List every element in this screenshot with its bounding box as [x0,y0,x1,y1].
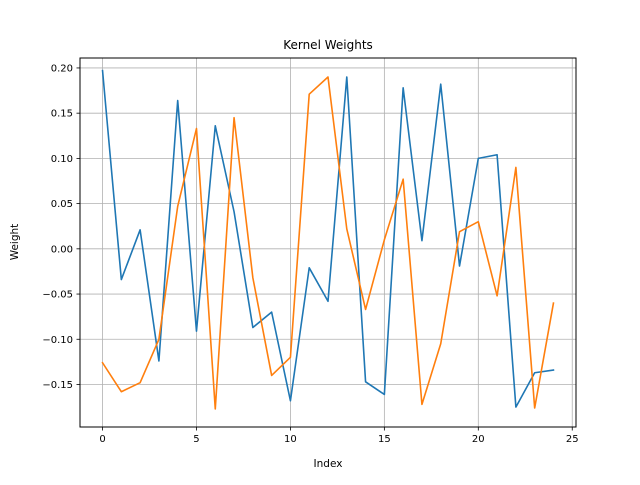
x-tick-label: 10 [284,434,297,445]
series-line-1 [101,69,555,408]
y-axis-label: Weight [9,224,21,261]
y-tick-label: −0.05 [42,290,73,301]
chart-title: Kernel Weights [283,38,373,52]
ticks: 0 5 10 15 20 25 −0.15 −0.10 −0.05 0.00 0.05 0.10 0.1… [42,63,578,445]
y-tick-label: 0.10 [51,154,73,165]
y-tick-label: 0.05 [51,199,73,210]
x-axis-label: Index [314,458,343,470]
x-tick-label: 15 [378,434,391,445]
x-tick-label: 20 [472,434,485,445]
y-tick-label: 0.00 [51,244,73,255]
y-tick-label: 0.20 [51,63,73,74]
series-line-2 [101,76,555,410]
plot-frame [79,57,577,428]
y-tick-label: −0.15 [42,380,73,391]
x-tick-label: 0 [99,434,105,445]
y-tick-label: −0.10 [42,335,73,346]
y-tick-label: 0.15 [51,109,73,120]
x-tick-label: 5 [193,434,199,445]
x-tick-label: 25 [566,434,579,445]
grid [80,58,576,427]
series-layer [101,69,555,410]
